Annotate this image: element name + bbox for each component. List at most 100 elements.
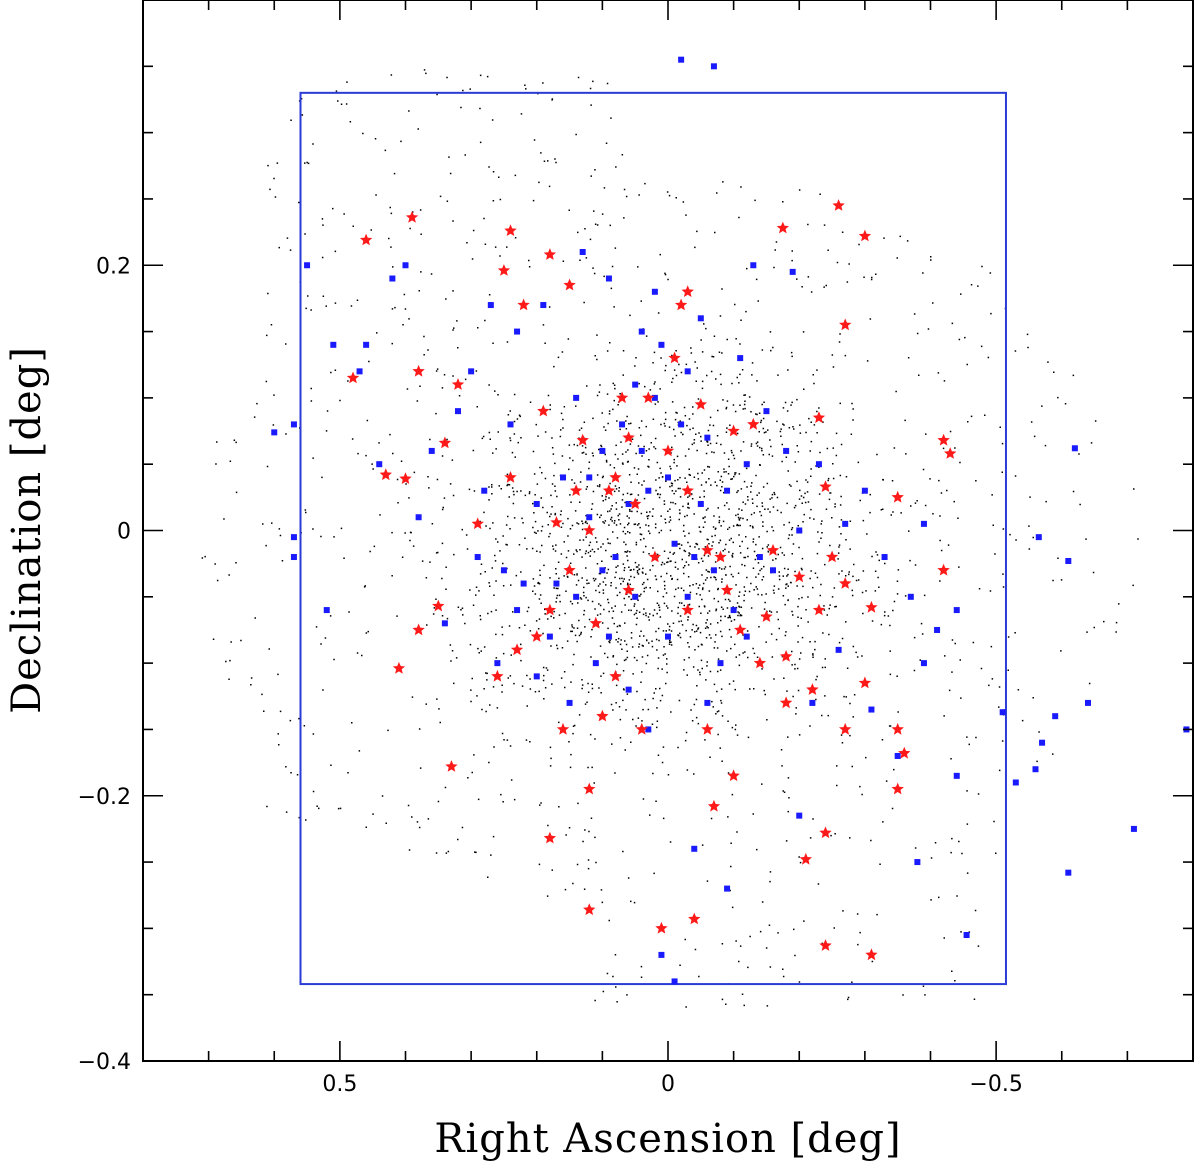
- blue-square-point: [579, 248, 586, 255]
- blue-square-point: [619, 421, 626, 428]
- blue-square-point: [671, 978, 678, 985]
- red-star-point: [839, 577, 852, 589]
- red-star-point: [865, 600, 878, 613]
- x-tick-label: 0: [661, 1072, 675, 1097]
- red-star-point: [451, 378, 465, 390]
- red-star-point: [543, 831, 557, 844]
- blue-square-point: [533, 500, 540, 507]
- blue-square-point: [599, 567, 606, 574]
- red-star-point: [727, 424, 740, 437]
- blue-square-point: [500, 567, 507, 574]
- blue-square-point: [560, 474, 566, 481]
- red-star-point: [622, 583, 635, 596]
- y-tick-label: −0.4: [78, 1050, 131, 1075]
- red-star-point: [799, 852, 812, 865]
- blue-square-point: [468, 368, 475, 375]
- red-star-point: [937, 433, 950, 446]
- axis-ticks: [142, 0, 1194, 1062]
- blue-square-point: [356, 368, 363, 375]
- blue-square-point: [651, 394, 658, 401]
- blue-square-point: [920, 520, 927, 527]
- x-tick-label: 0.5: [322, 1072, 357, 1097]
- blue-square-point: [697, 500, 704, 507]
- blue-square-point: [1052, 713, 1059, 720]
- blue-square-point: [428, 447, 435, 454]
- red-star-point: [891, 490, 904, 503]
- blue-square-series: [271, 56, 1190, 985]
- red-star-point: [471, 517, 484, 530]
- blue-square-point: [730, 607, 737, 614]
- blue-square-point: [894, 752, 901, 759]
- red-star-point: [629, 497, 642, 510]
- blue-square-point: [455, 408, 461, 415]
- blue-square-point: [566, 699, 573, 706]
- red-star-point: [825, 550, 839, 563]
- blue-square-point: [481, 487, 488, 494]
- blue-square-point: [1039, 739, 1046, 746]
- blue-square-point: [1065, 558, 1072, 565]
- red-star-point: [806, 683, 819, 695]
- blue-square-point: [763, 408, 770, 415]
- red-star-point: [753, 656, 767, 669]
- red-star-point: [655, 921, 668, 934]
- blue-square-point: [271, 429, 278, 436]
- red-star-point: [497, 264, 511, 276]
- red-star-point: [858, 229, 872, 242]
- blue-square-point: [573, 394, 580, 401]
- blue-square-point: [645, 487, 652, 494]
- blue-square-point: [743, 461, 750, 468]
- blue-square-point: [402, 262, 409, 269]
- x-axis-title: Right Ascension [deg]: [434, 1116, 901, 1162]
- blue-square-point: [290, 554, 297, 561]
- red-star-point: [760, 610, 773, 622]
- blue-square-point: [678, 56, 685, 63]
- blue-square-point: [599, 447, 606, 454]
- red-star-point: [681, 484, 694, 496]
- blue-square-point: [625, 500, 632, 507]
- background-sources: [201, 69, 1139, 1008]
- red-star-point: [747, 417, 760, 430]
- red-star-point: [543, 248, 557, 260]
- blue-square-point: [605, 633, 612, 640]
- blue-square-point: [625, 686, 632, 693]
- red-star-point: [445, 760, 458, 772]
- red-star-point: [793, 570, 806, 583]
- blue-square-point: [586, 474, 593, 481]
- red-star-point: [543, 603, 557, 616]
- blue-square-point: [953, 607, 960, 614]
- red-star-point: [812, 411, 826, 423]
- red-star-point: [661, 444, 675, 457]
- red-star-point: [517, 298, 530, 311]
- red-star-point: [405, 211, 419, 223]
- blue-square-point: [514, 607, 521, 614]
- blue-square-point: [592, 660, 599, 667]
- red-star-point: [819, 826, 832, 839]
- blue-square-point: [770, 567, 776, 574]
- blue-square-point: [756, 554, 763, 561]
- red-star-point: [504, 471, 517, 483]
- red-star-point: [819, 480, 832, 492]
- blue-square-point: [546, 633, 553, 640]
- red-star-point: [438, 436, 452, 449]
- blue-square-point: [796, 527, 803, 534]
- blue-square-point: [494, 660, 501, 667]
- y-tick-label: 0: [117, 520, 131, 545]
- red-star-point: [674, 298, 688, 311]
- red-star-point: [504, 224, 517, 236]
- blue-square-point: [474, 554, 481, 561]
- blue-square-point: [330, 341, 337, 348]
- red-star-point: [412, 364, 425, 377]
- blue-square-point: [304, 262, 311, 269]
- data-series: [271, 56, 1190, 985]
- red-star-point: [622, 431, 635, 443]
- red-star-point: [491, 669, 504, 682]
- blue-square-point: [697, 315, 704, 322]
- red-star-point: [898, 746, 911, 759]
- blue-square-point: [704, 434, 711, 441]
- blue-square-point: [1032, 766, 1039, 773]
- red-star-point: [701, 543, 714, 556]
- red-star-point: [530, 630, 543, 642]
- blue-square-point: [645, 726, 652, 733]
- red-star-point: [550, 516, 563, 528]
